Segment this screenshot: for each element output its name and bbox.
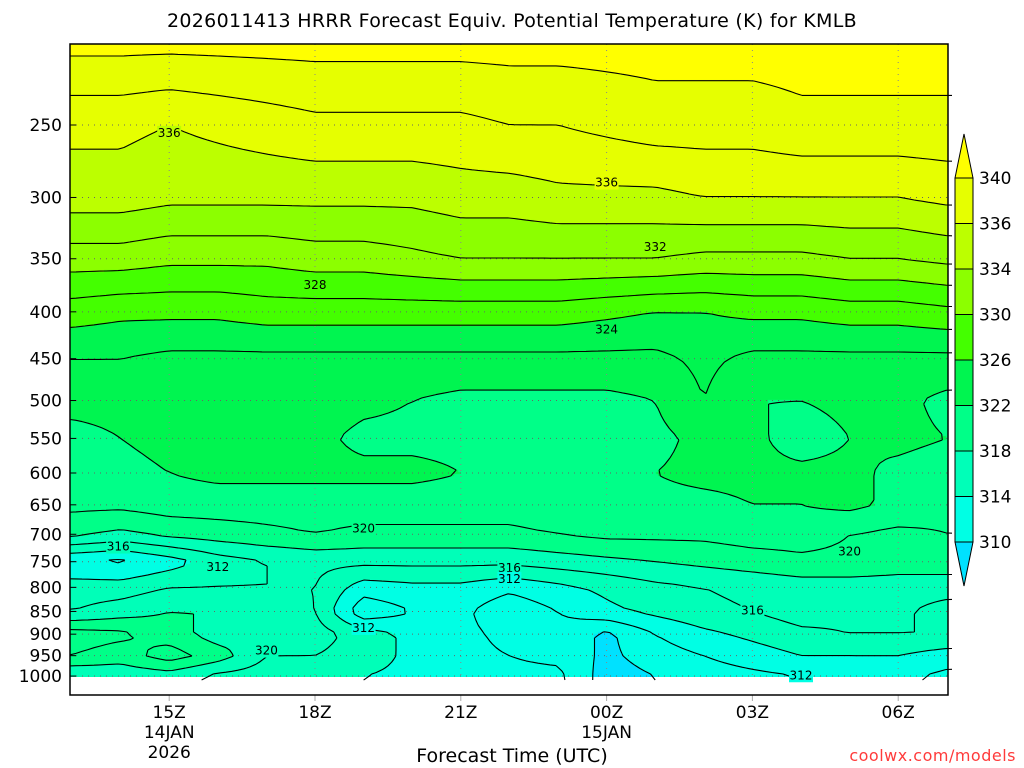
x-tick-label: 14JAN [144, 723, 195, 743]
y-tick-label: 800 [30, 578, 62, 598]
y-tick-label: 400 [30, 303, 62, 323]
contour-label-bg [497, 561, 522, 576]
colorbar-segment [954, 314, 974, 361]
colorbar-segment [954, 177, 974, 224]
colorbar-segment [954, 359, 974, 406]
contour-label: 316 [498, 561, 521, 575]
contour-label: 312 [206, 560, 229, 574]
contour-line-328 [69, 291, 953, 308]
contour-label: 312 [498, 572, 521, 586]
y-tick-label: 300 [30, 188, 62, 208]
contour-label-bg [303, 278, 327, 293]
contour-label-bg [205, 559, 230, 574]
y-tick-label: 550 [30, 429, 62, 449]
colorbar-label: 336 [979, 215, 1011, 235]
y-tick-label: 1000 [19, 667, 62, 687]
colorbar-segment [954, 268, 974, 315]
x-tick-label: 03Z [736, 703, 769, 723]
colorbar-label: 334 [979, 260, 1011, 280]
contour-label: 312 [352, 621, 375, 635]
contour-line-320 [69, 509, 953, 661]
chart-title: 2026011413 HRRR Forecast Equiv. Potentia… [167, 10, 857, 32]
contour-line-318 [69, 529, 952, 672]
x-tick-label: 15Z [153, 703, 186, 723]
colorbar-label: 322 [979, 397, 1011, 417]
y-tick-label: 600 [30, 464, 62, 484]
contour-label-bg [594, 175, 619, 190]
y-tick-label: 850 [30, 602, 62, 622]
contour-label-bg [106, 539, 131, 554]
contour-label: 320 [255, 644, 278, 658]
contour-label-bg [837, 544, 862, 559]
contour-label: 320 [352, 522, 375, 536]
contour-label-bg [594, 322, 619, 337]
contour-line-340 [70, 53, 952, 96]
y-tick-label: 650 [30, 496, 62, 516]
y-tick-label: 500 [30, 392, 62, 412]
contour-label-bg [497, 571, 522, 586]
contour-line-326 [69, 312, 953, 330]
contour-label-bg [789, 668, 813, 683]
contour-label-bg [351, 521, 376, 536]
contour-label: 312 [790, 668, 813, 682]
credit-link[interactable]: coolwx.com/models [849, 746, 1016, 765]
colorbar-label: 310 [979, 533, 1011, 553]
x-tick-label: 2026 [148, 743, 191, 763]
contour-line-330 [70, 264, 953, 286]
contour-line-336 [70, 126, 953, 206]
contour-line-324 [70, 348, 952, 395]
y-tick-label: 900 [30, 625, 62, 645]
x-tick-label: 06Z [882, 703, 915, 723]
y-tick-label: 950 [30, 647, 62, 667]
contour-label: 332 [644, 240, 667, 254]
y-tick-label: 700 [30, 525, 62, 545]
contour-lines [69, 53, 953, 681]
colorbar-segment [954, 405, 974, 452]
y-tick-label: 350 [30, 250, 62, 270]
colorbar: 310 314 318 322 326 330 334 336 340 [954, 133, 1011, 587]
colorbar-segment [954, 223, 974, 270]
contour-label-bg [740, 603, 765, 618]
contour-line-338 [70, 89, 953, 162]
contour-line-334 [70, 204, 953, 237]
x-tick-label: 21Z [444, 703, 477, 723]
x-tick-label: 18Z [298, 703, 331, 723]
x-axis-label: Forecast Time (UTC) [416, 745, 608, 767]
contour-label: 316 [741, 604, 764, 618]
y-tick-label: 250 [30, 116, 62, 136]
contour-line-322 [69, 389, 953, 512]
colorbar-max-arrow [954, 133, 974, 179]
colorbar-label: 314 [979, 488, 1011, 508]
colorbar-label: 340 [979, 169, 1011, 189]
y-tick-label: 750 [30, 553, 62, 573]
contour-line-332 [70, 235, 953, 265]
contour-line-314 [69, 549, 953, 681]
contour-label: 316 [107, 540, 130, 554]
plot-frame [69, 43, 949, 696]
y-tick-label: 450 [30, 350, 62, 370]
contour-label: 320 [838, 544, 861, 558]
contour-label: 336 [158, 126, 181, 140]
contour-label: 328 [304, 278, 327, 292]
contour-label-bg [643, 240, 668, 255]
contour-line-310 [592, 631, 656, 681]
contour-label-bg [254, 643, 279, 658]
contour-line-312 [108, 558, 953, 681]
contour-label: 336 [595, 176, 618, 190]
contour-label-bg [157, 125, 182, 140]
x-tick-label: 00Z [590, 703, 623, 723]
x-tick-label: 15JAN [581, 723, 632, 743]
colorbar-segment [954, 450, 974, 497]
colorbar-label: 318 [979, 442, 1011, 462]
colorbar-label: 326 [979, 351, 1011, 371]
colorbar-label: 330 [979, 306, 1011, 326]
contour-label-bg [351, 620, 376, 635]
contour-label: 324 [595, 322, 618, 336]
colorbar-segment [954, 496, 974, 543]
colorbar-min-arrow [954, 541, 974, 587]
